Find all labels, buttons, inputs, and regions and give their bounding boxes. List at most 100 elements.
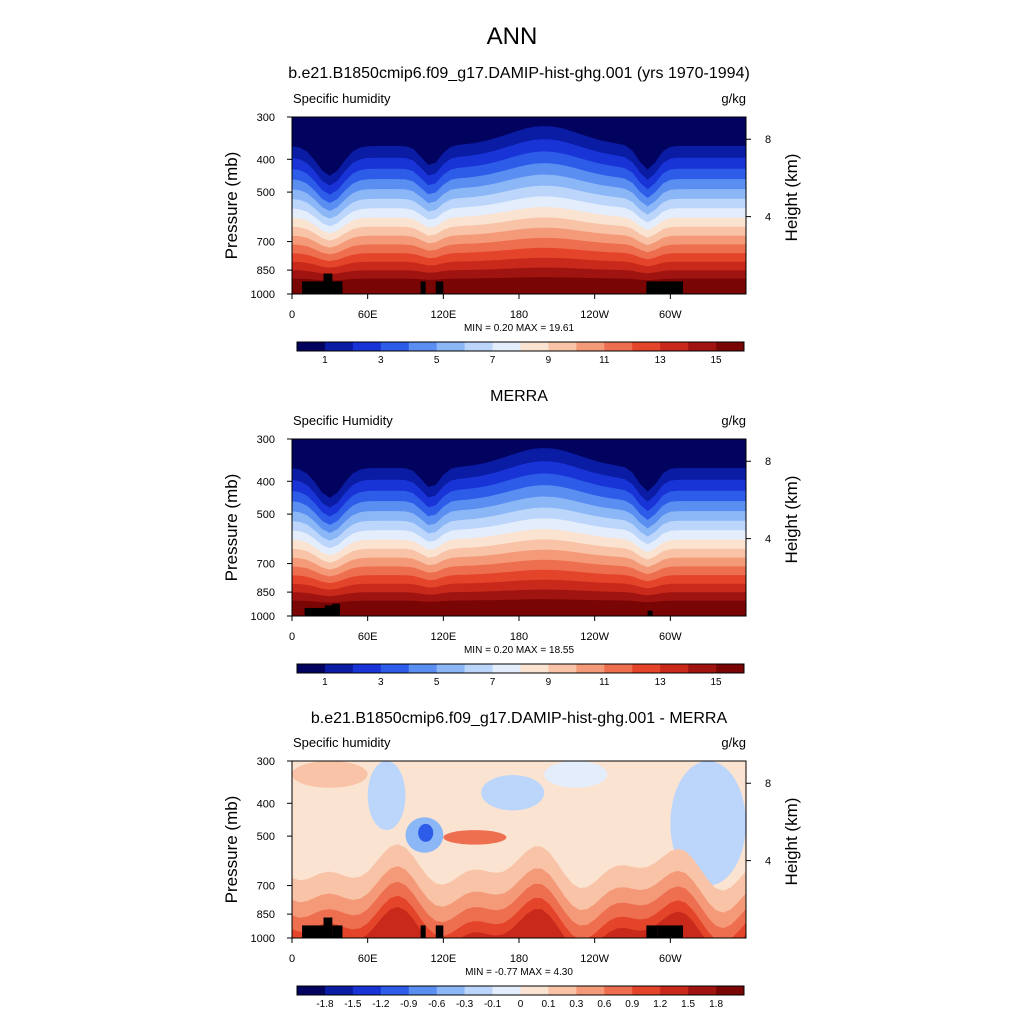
- colorbar-label: 1: [322, 355, 328, 366]
- colorbar-swatch: [632, 664, 661, 673]
- field-band: [292, 277, 746, 294]
- colorbar-label: 1.8: [709, 999, 723, 1010]
- panel-3: b.e21.B1850cmip6.f09_g17.DAMIP-hist-ghg.…: [222, 710, 801, 1010]
- colorbar-swatch: [576, 986, 605, 995]
- colorbar-label: 1.2: [653, 999, 667, 1010]
- y-tick-label: 300: [257, 112, 275, 124]
- colorbar-label: 7: [490, 355, 496, 366]
- x-tick-label: 180: [510, 309, 528, 321]
- colorbar-label: -1.8: [316, 999, 334, 1010]
- colorbar-label: -1.5: [344, 999, 362, 1010]
- field-patch: [367, 761, 406, 831]
- terrain-mask: [324, 605, 335, 616]
- colorbar-swatch: [548, 342, 577, 351]
- field-patch: [670, 761, 746, 886]
- units-label: g/kg: [721, 735, 746, 750]
- field-patch: [443, 830, 507, 845]
- colorbar-swatch: [436, 342, 465, 351]
- terrain-mask: [657, 925, 683, 938]
- terrain-mask: [647, 610, 653, 616]
- x-tick-label: 60W: [659, 631, 682, 643]
- colorbar-label: -0.9: [400, 999, 418, 1010]
- field: [292, 117, 746, 294]
- y-tick-label: 500: [257, 509, 275, 521]
- colorbar-swatch: [604, 342, 633, 351]
- colorbar-swatch: [716, 664, 745, 673]
- colorbar-swatch: [548, 664, 577, 673]
- y2-axis-label: Height (km): [782, 154, 801, 242]
- colorbar-swatch: [408, 986, 437, 995]
- terrain-mask: [302, 281, 330, 294]
- x-tick-label: 0: [289, 631, 295, 643]
- colorbar-swatch: [297, 664, 326, 673]
- y2-tick-label: 8: [765, 134, 771, 146]
- min-max-label: MIN = 0.20 MAX = 18.55: [464, 645, 574, 656]
- x-tick-label: 180: [510, 953, 528, 965]
- colorbar-label: 0.9: [625, 999, 639, 1010]
- colorbar-label: 9: [546, 677, 552, 688]
- colorbar-label: 0.3: [569, 999, 583, 1010]
- figure-title: ANN: [487, 23, 538, 50]
- colorbar-swatch: [660, 986, 689, 995]
- panel-title: b.e21.B1850cmip6.f09_g17.DAMIP-hist-ghg.…: [288, 65, 750, 82]
- colorbar-swatch: [520, 342, 549, 351]
- y-axis-label: Pressure (mb): [222, 152, 241, 260]
- colorbar-swatch: [520, 986, 549, 995]
- y-tick-label: 1000: [251, 611, 275, 623]
- colorbar-swatch: [297, 986, 326, 995]
- y-tick-label: 400: [257, 798, 275, 810]
- terrain-mask: [323, 917, 333, 938]
- y2-tick-label: 4: [765, 856, 771, 868]
- colorbar-label: 0.1: [541, 999, 555, 1010]
- y2-tick-label: 4: [765, 212, 771, 224]
- colorbar-swatch: [408, 664, 437, 673]
- variable-label: Specific humidity: [293, 735, 391, 750]
- colorbar-swatch: [632, 342, 661, 351]
- colorbar-label: 11: [599, 355, 610, 366]
- y-tick-label: 850: [257, 587, 275, 599]
- colorbar-label: 5: [434, 677, 440, 688]
- colorbar-swatch: [464, 664, 493, 673]
- colorbar-swatch: [604, 664, 633, 673]
- colorbar-swatch: [436, 986, 465, 995]
- colorbar-label: 1: [322, 677, 328, 688]
- colorbar-swatch: [408, 342, 437, 351]
- min-max-label: MIN = 0.20 MAX = 19.61: [464, 323, 574, 334]
- variable-label: Specific humidity: [293, 91, 391, 106]
- colorbar-swatch: [688, 986, 717, 995]
- colorbar-swatch: [324, 664, 354, 673]
- y-tick-label: 300: [257, 756, 275, 768]
- colorbar-swatch: [324, 342, 354, 351]
- terrain-mask: [420, 281, 426, 294]
- min-max-label: MIN = -0.77 MAX = 4.30: [465, 967, 573, 978]
- field: [292, 761, 746, 938]
- y2-tick-label: 4: [765, 534, 771, 546]
- terrain-mask: [332, 281, 343, 294]
- colorbar-swatch: [576, 342, 605, 351]
- y2-tick-label: 8: [765, 778, 771, 790]
- terrain-mask: [332, 925, 343, 938]
- colorbar-label: 13: [655, 677, 667, 688]
- colorbar-swatch: [436, 664, 465, 673]
- colorbar-label: 13: [655, 355, 667, 366]
- colorbar-label: 3: [378, 677, 384, 688]
- panel-title: MERRA: [490, 388, 548, 405]
- colorbar-label: 0.6: [597, 999, 611, 1010]
- colorbar-swatch: [492, 986, 521, 995]
- colorbar-label: -0.1: [484, 999, 502, 1010]
- colorbar-swatch: [520, 664, 549, 673]
- units-label: g/kg: [721, 91, 746, 106]
- colorbar-swatch: [380, 986, 410, 995]
- terrain-mask: [302, 925, 330, 938]
- terrain-mask: [332, 603, 340, 616]
- colorbar-swatch: [716, 342, 745, 351]
- field: [292, 439, 746, 616]
- y-axis-label: Pressure (mb): [222, 796, 241, 904]
- field-patch: [544, 761, 608, 788]
- colorbar-swatch: [380, 664, 410, 673]
- colorbar-label: 11: [599, 677, 610, 688]
- colorbar-swatch: [352, 342, 382, 351]
- colorbar-label: 0: [518, 999, 524, 1010]
